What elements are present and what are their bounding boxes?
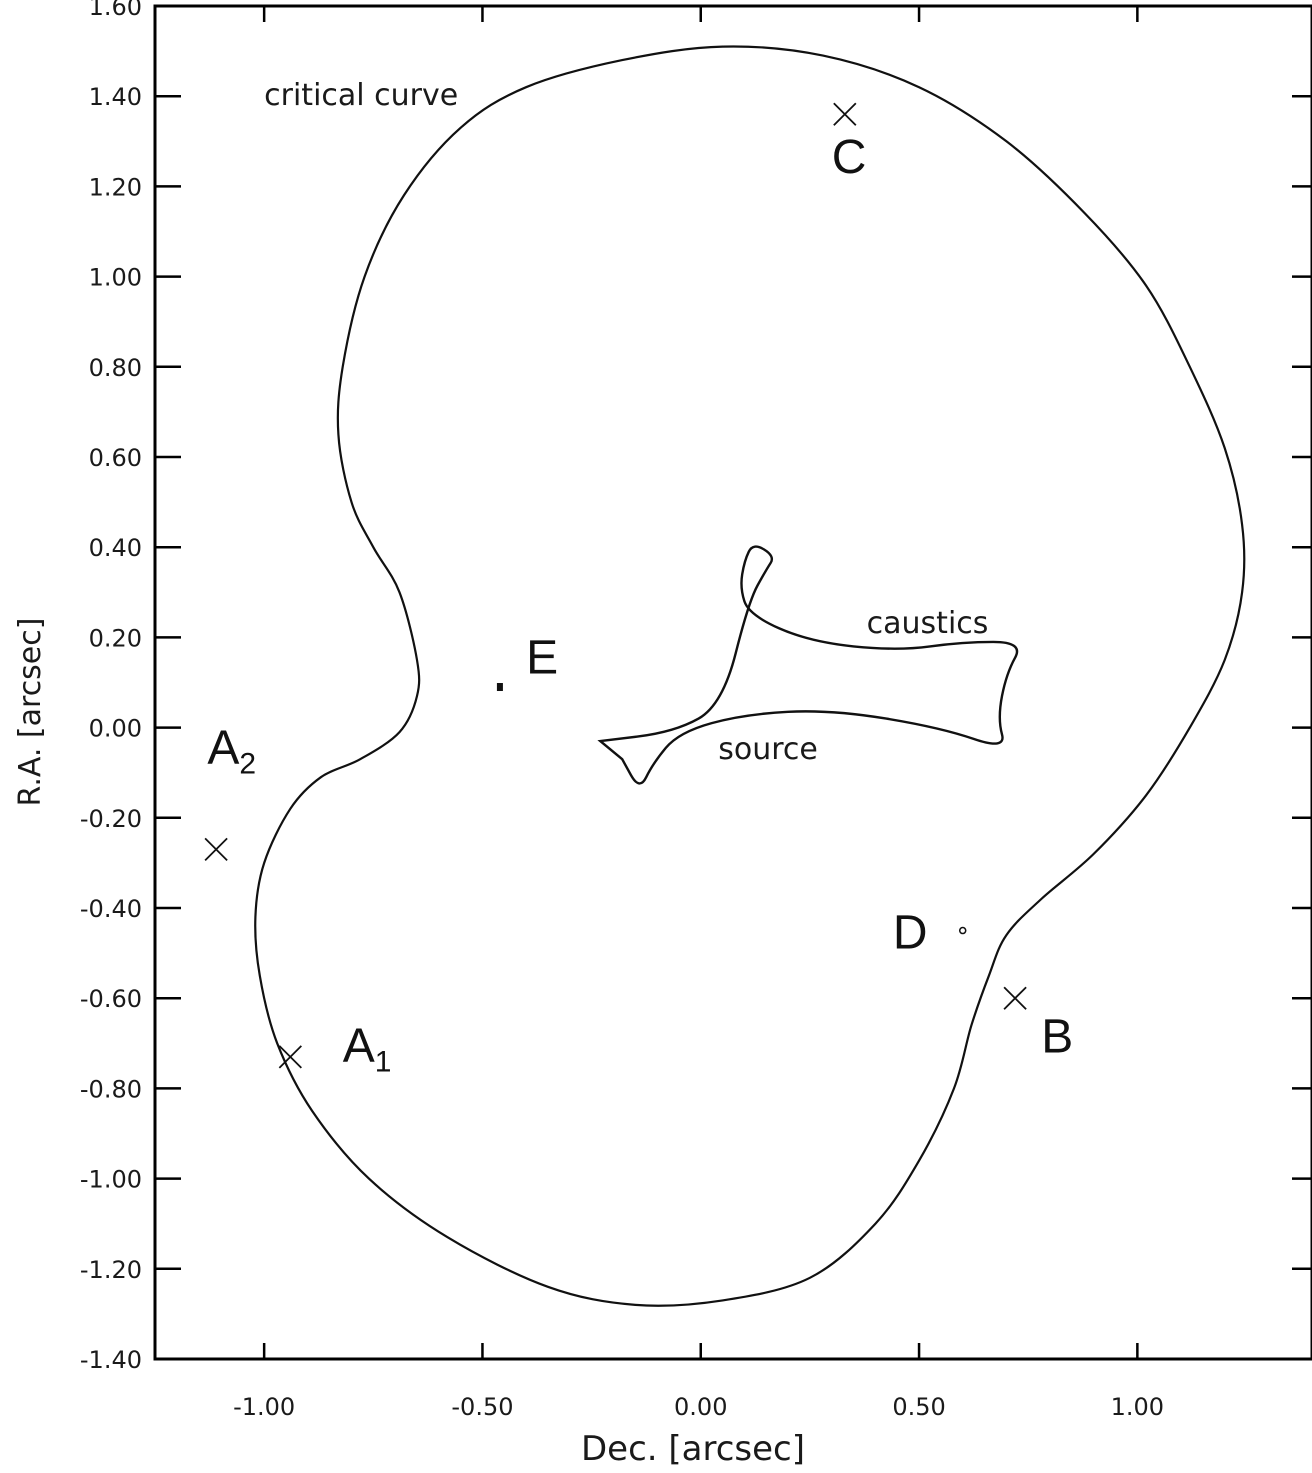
x-axis: -1.00 -0.50 0.00 0.50 1.00 xyxy=(233,6,1164,1421)
x-tick-label: 0.50 xyxy=(892,1393,945,1421)
label-source: source xyxy=(718,732,818,767)
y-tick-label: 0.40 xyxy=(89,534,142,562)
y-tick-label: -1.40 xyxy=(80,1346,142,1374)
y-tick-label: -0.60 xyxy=(80,985,142,1013)
y-tick-label: 0.80 xyxy=(89,354,142,382)
y-tick-label: -0.40 xyxy=(80,895,142,923)
y-axis: 1.60 1.40 1.20 1.00 0.80 0.60 0.40 0.20 0.00 -0.2… xyxy=(80,0,1312,1374)
y-tick-label: -1.20 xyxy=(80,1256,142,1284)
label-c: C xyxy=(832,131,867,184)
y-tick-label: 1.40 xyxy=(89,83,142,111)
x-tick-label: 1.00 xyxy=(1111,1393,1164,1421)
y-tick-label: 0.60 xyxy=(89,444,142,472)
y-axis-title: R.A. [arcsec] xyxy=(13,618,48,807)
image-marker-b xyxy=(1003,986,1027,1010)
y-tick-label: 1.00 xyxy=(89,264,142,292)
y-tick-label: 0.20 xyxy=(89,624,142,652)
plot-frame xyxy=(153,4,1312,1361)
x-tick-label: 0.00 xyxy=(674,1393,727,1421)
plot-markers xyxy=(204,102,1027,1069)
y-tick-label: 1.20 xyxy=(89,173,142,201)
caustics-line xyxy=(597,545,1019,785)
image-marker-a2 xyxy=(204,837,228,862)
label-e: E xyxy=(526,631,558,684)
plot-curves xyxy=(254,45,1246,1307)
image-dot-d xyxy=(958,926,967,935)
y-tick-label: -0.80 xyxy=(80,1075,142,1103)
y-tick-label: -0.20 xyxy=(80,805,142,833)
image-dot-e xyxy=(496,683,503,692)
y-tick-label: 0.00 xyxy=(89,715,142,743)
label-caustics: caustics xyxy=(867,606,989,641)
image-marker-c xyxy=(833,102,857,126)
label-d: D xyxy=(893,907,928,960)
x-tick-label: -1.00 xyxy=(233,1393,295,1421)
image-marker-a1 xyxy=(278,1045,302,1069)
y-tick-label: 1.60 xyxy=(89,0,142,21)
label-a1: A1 xyxy=(343,1019,392,1078)
plot-annotations: critical curve caustics source C E D B A2 A1 xyxy=(207,78,1073,1078)
critical-curve-line xyxy=(254,45,1246,1307)
label-b: B xyxy=(1041,1010,1073,1063)
x-axis-title: Dec. [arcsec] xyxy=(581,1429,805,1469)
x-tick-label: -0.50 xyxy=(451,1393,513,1421)
y-tick-label: -1.00 xyxy=(80,1166,142,1194)
label-critical: critical curve xyxy=(264,78,458,113)
label-a2: A2 xyxy=(207,722,256,781)
